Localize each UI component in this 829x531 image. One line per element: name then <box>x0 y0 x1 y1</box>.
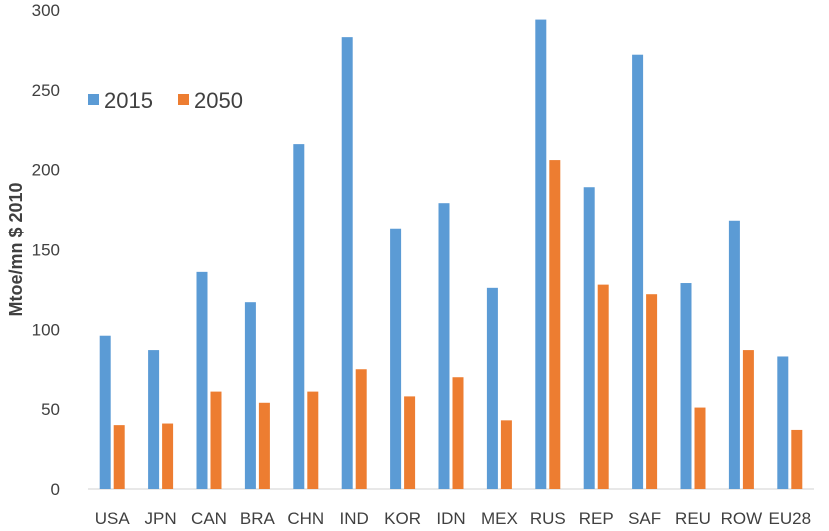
bar-2050-rep <box>597 284 609 489</box>
y-tick-label: 200 <box>32 161 60 180</box>
bar-2015-kor <box>390 228 402 489</box>
bar-2015-rep <box>583 187 595 490</box>
bar-2015-ind <box>341 37 353 489</box>
bar-2050-mex <box>500 420 512 489</box>
x-tick-label: EU28 <box>769 509 812 528</box>
y-tick-label: 250 <box>32 81 60 100</box>
bar-2050-bra <box>258 402 270 489</box>
legend-swatch-2015 <box>88 94 99 105</box>
bar-2050-rus <box>549 160 561 489</box>
x-tick-label: CAN <box>191 509 227 528</box>
bar-2015-bra <box>244 302 256 489</box>
x-tick-label: USA <box>95 509 131 528</box>
x-tick-label: BRA <box>240 509 276 528</box>
x-tick-label: IND <box>340 509 369 528</box>
y-tick-label: 50 <box>41 400 60 419</box>
bar-2015-reu <box>680 283 692 489</box>
x-tick-label: JPN <box>145 509 177 528</box>
x-tick-label: RUS <box>530 509 566 528</box>
bar-2050-idn <box>452 377 464 489</box>
bar-2015-idn <box>438 203 450 490</box>
x-tick-label: ROW <box>721 509 763 528</box>
y-tick-label: 300 <box>32 1 60 20</box>
bar-2050-ind <box>355 369 367 489</box>
y-tick-label: 0 <box>51 480 60 499</box>
bar-2050-saf <box>646 294 658 489</box>
bar-2050-eu28 <box>791 429 803 489</box>
bar-2015-rus <box>535 19 547 490</box>
bar-2050-usa <box>113 425 125 489</box>
legend: 2015 2050 <box>88 88 243 113</box>
x-tick-label: KOR <box>384 509 421 528</box>
y-axis-ticks: 0 50 100 150 200 250 300 <box>32 1 60 499</box>
bar-2050-reu <box>694 407 706 489</box>
bar-2015-chn <box>293 144 305 489</box>
x-tick-label: CHN <box>287 509 324 528</box>
bar-2015-row <box>728 220 740 489</box>
bar-2050-jpn <box>162 423 174 489</box>
bar-2015-saf <box>632 54 644 489</box>
bar-2050-row <box>742 350 754 489</box>
bar-2050-can <box>210 391 222 489</box>
bar-2015-eu28 <box>777 356 789 489</box>
x-tick-label: REU <box>675 509 711 528</box>
x-tick-label: IDN <box>436 509 465 528</box>
legend-swatch-2050 <box>178 94 189 105</box>
bar-2050-kor <box>404 396 416 489</box>
bar-2015-usa <box>99 335 111 489</box>
bar-2015-can <box>196 271 208 489</box>
y-tick-label: 100 <box>32 320 60 339</box>
legend-label: 2015 <box>104 88 153 113</box>
legend-label: 2050 <box>194 88 243 113</box>
y-tick-label: 150 <box>32 241 60 260</box>
bars <box>99 19 803 490</box>
bar-2015-jpn <box>148 350 160 489</box>
y-axis-label: Mtoe/mn $ 2010 <box>6 182 26 316</box>
x-tick-label: SAF <box>628 509 661 528</box>
x-axis-ticks: USA JPN CAN BRA CHN IND KOR IDN MEX RUS REP SAF REU R… <box>95 509 811 528</box>
x-tick-label: REP <box>579 509 614 528</box>
bar-2015-mex <box>486 287 498 489</box>
x-tick-label: MEX <box>481 509 518 528</box>
bar-2050-chn <box>307 391 319 489</box>
